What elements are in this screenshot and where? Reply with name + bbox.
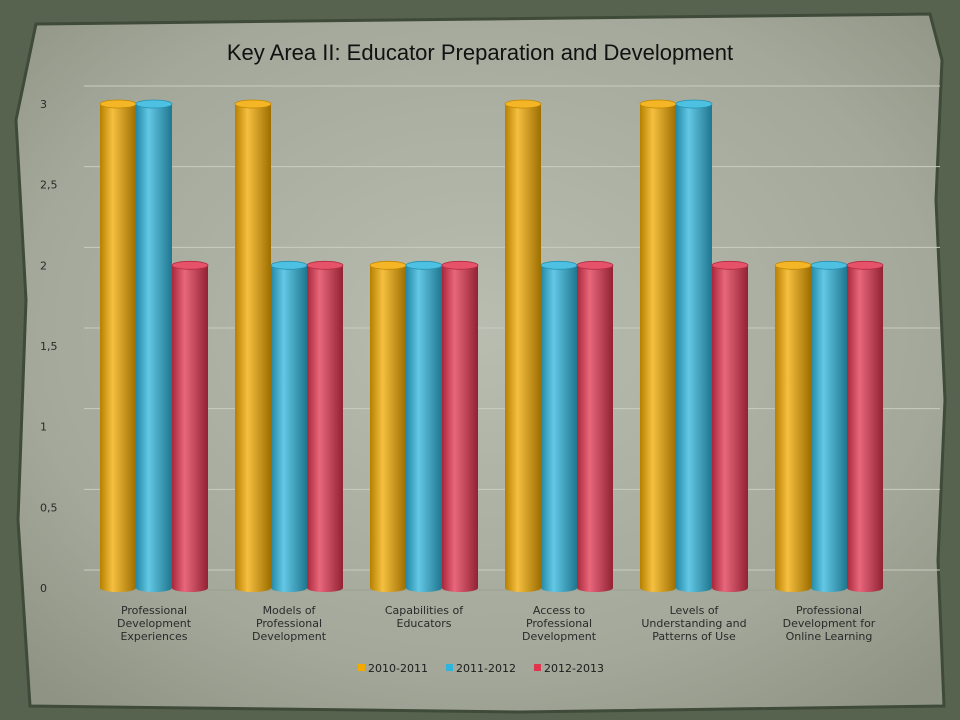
bar-body — [307, 265, 343, 592]
legend: 2010-2011 2011-2012 2012-2013 — [358, 662, 604, 675]
x-category-label-line: Development — [252, 630, 327, 643]
x-category-label: Levels of Understanding and Patterns of Us… — [641, 604, 746, 643]
bar — [540, 260, 578, 592]
x-category-label-line: Development for — [783, 617, 876, 630]
bar — [135, 99, 173, 592]
bar-cap — [405, 260, 443, 270]
bar-cap — [135, 99, 173, 109]
bar-cap — [675, 99, 713, 109]
x-category-label-line: Professional — [121, 604, 187, 617]
bar — [810, 260, 848, 592]
legend-swatch — [534, 664, 541, 671]
x-category-label-line: Capabilities of — [385, 604, 464, 617]
x-category-label-line: Access to — [533, 604, 585, 617]
bar-body — [370, 265, 406, 592]
bar — [576, 260, 614, 592]
legend-label: 2010-2011 — [368, 662, 428, 675]
x-category-label-line: Patterns of Use — [652, 630, 736, 643]
x-category-label-line: Development — [117, 617, 192, 630]
bar — [774, 260, 812, 592]
bar-body — [235, 104, 271, 592]
bar — [405, 260, 443, 592]
bar-body — [775, 265, 811, 592]
bar-body — [541, 265, 577, 592]
bar-cap — [810, 260, 848, 270]
bar — [306, 260, 344, 592]
bar-body — [640, 104, 676, 592]
x-category-label-line: Online Learning — [786, 630, 873, 643]
bar-body — [100, 104, 136, 592]
legend-label: 2012-2013 — [544, 662, 604, 675]
x-category-label: Professional Development Experiences — [117, 604, 192, 643]
bar-body — [136, 104, 172, 592]
x-category-label: Models of Professional Development — [252, 604, 327, 643]
bar-body — [271, 265, 307, 592]
x-category-label-line: Development — [522, 630, 597, 643]
bar — [270, 260, 308, 592]
y-tick-label: 0 — [40, 582, 47, 595]
bar — [639, 99, 677, 592]
bar-cap — [369, 260, 407, 270]
bar-cap — [171, 260, 209, 270]
x-category-label-line: Educators — [397, 617, 452, 630]
legend-swatch — [358, 664, 365, 671]
legend-label: 2011-2012 — [456, 662, 516, 675]
x-category-label-line: Professional — [796, 604, 862, 617]
x-category-label-line: Understanding and — [641, 617, 746, 630]
bar-cap — [576, 260, 614, 270]
y-tick-label: 1 — [40, 421, 47, 434]
bar-cap — [99, 99, 137, 109]
bar-body — [172, 265, 208, 592]
x-category-label: Capabilities of Educators — [385, 604, 464, 630]
legend-item: 2011-2012 — [446, 662, 516, 675]
bar — [369, 260, 407, 592]
x-category-label: Access to Professional Development — [522, 604, 597, 643]
bar-cap — [846, 260, 884, 270]
bar — [504, 99, 542, 592]
bar-cap — [504, 99, 542, 109]
bar-body — [505, 104, 541, 592]
legend-item: 2012-2013 — [534, 662, 604, 675]
bar-cap — [711, 260, 749, 270]
x-category-label-line: Models of — [263, 604, 317, 617]
legend-swatch — [446, 664, 453, 671]
bar — [99, 99, 137, 592]
x-category-label-line: Professional — [256, 617, 322, 630]
bar-cap — [270, 260, 308, 270]
y-tick-label: 1,5 — [40, 340, 58, 353]
x-category-label-line: Professional — [526, 617, 592, 630]
bar-cap — [639, 99, 677, 109]
bar-cap — [306, 260, 344, 270]
bar-cap — [774, 260, 812, 270]
bar-body — [712, 265, 748, 592]
bar-body — [577, 265, 613, 592]
bar — [711, 260, 749, 592]
y-tick-label: 0,5 — [40, 501, 58, 514]
bar — [846, 260, 884, 592]
bar-cap — [234, 99, 272, 109]
y-tick-label: 2,5 — [40, 179, 58, 192]
x-category-label-line: Experiences — [120, 630, 187, 643]
x-category-label: Professional Development for Online Learni… — [783, 604, 876, 643]
bar-body — [406, 265, 442, 592]
legend-item: 2010-2011 — [358, 662, 428, 675]
x-category-label-line: Levels of — [670, 604, 720, 617]
bar-cap — [540, 260, 578, 270]
bar — [234, 99, 272, 592]
chart-title: Key Area II: Educator Preparation and De… — [227, 40, 733, 65]
y-tick-label: 3 — [40, 98, 47, 111]
bar — [441, 260, 479, 592]
bar — [675, 99, 713, 592]
bars-layer — [99, 99, 884, 592]
bar-body — [811, 265, 847, 592]
y-tick-label: 2 — [40, 259, 47, 272]
bar — [171, 260, 209, 592]
bar-body — [847, 265, 883, 592]
bar-cap — [441, 260, 479, 270]
bar-body — [676, 104, 712, 592]
bar-body — [442, 265, 478, 592]
